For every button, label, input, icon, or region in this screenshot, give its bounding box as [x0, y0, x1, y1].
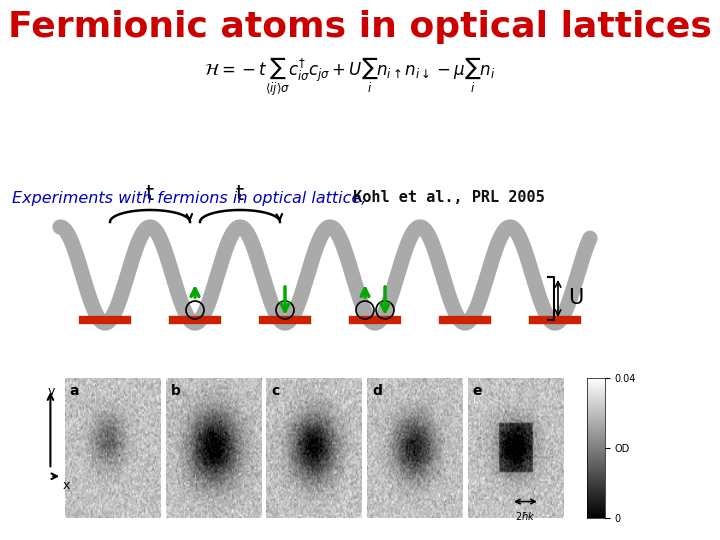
- Text: t: t: [146, 184, 154, 204]
- Text: b: b: [171, 383, 180, 397]
- Text: Experiments with fermions in optical lattice,: Experiments with fermions in optical lat…: [12, 191, 366, 206]
- Text: U: U: [568, 288, 583, 308]
- Text: a: a: [70, 383, 79, 397]
- Text: x: x: [63, 479, 70, 492]
- Text: Kohl et al., PRL 2005: Kohl et al., PRL 2005: [344, 191, 545, 206]
- Text: t: t: [236, 184, 244, 204]
- Text: e: e: [473, 383, 482, 397]
- Text: d: d: [372, 383, 382, 397]
- Text: c: c: [271, 383, 279, 397]
- Text: Fermionic atoms in optical lattices: Fermionic atoms in optical lattices: [8, 10, 712, 44]
- Text: $2\hbar k$: $2\hbar k$: [515, 510, 536, 522]
- Text: y: y: [48, 385, 55, 398]
- Text: $\mathcal{H} = -t \sum_{\langle ij \rangle \sigma} c^{\dagger}_{i\sigma}c_{j\sig: $\mathcal{H} = -t \sum_{\langle ij \rang…: [204, 56, 495, 99]
